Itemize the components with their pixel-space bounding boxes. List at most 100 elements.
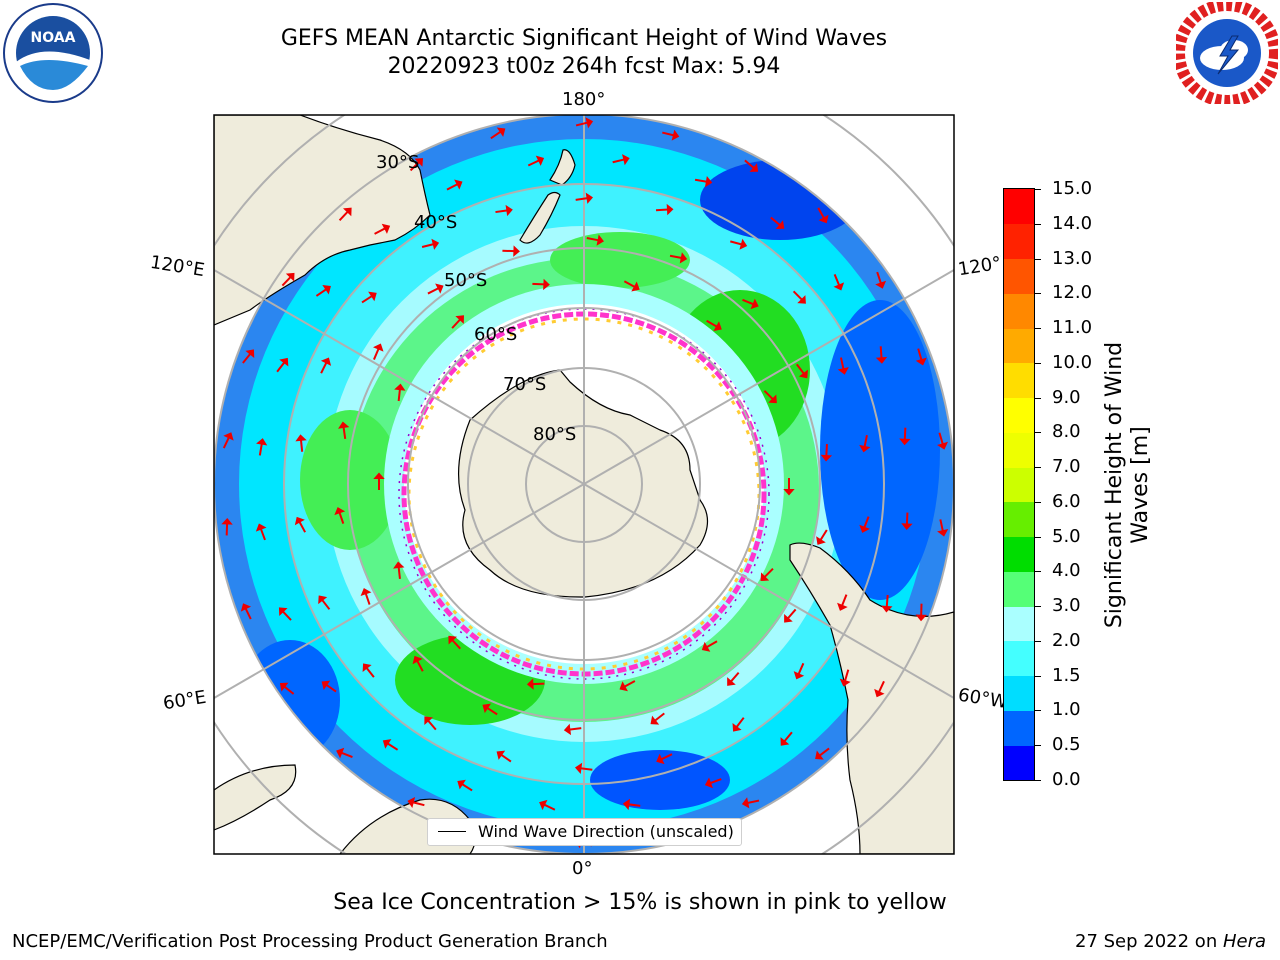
colorbar-tick-label: 3.0 [1052, 595, 1081, 617]
wave-arrow-head [496, 750, 506, 760]
colorbar-segment [1004, 467, 1034, 503]
colorbar-tick [1034, 328, 1041, 330]
colorbar-segment [1004, 328, 1034, 364]
wave-arrow-head [631, 281, 640, 292]
colorbar-segment [1004, 189, 1034, 225]
wave-arrow-shaft [763, 568, 774, 578]
wave-arrow-head [837, 367, 849, 375]
wave-arrow-shaft [843, 669, 850, 682]
wave-arrow-head [285, 272, 295, 282]
colorbar-tick [1034, 710, 1041, 712]
colorbar-tick [1034, 293, 1041, 295]
colorbar-tick-label: 1.0 [1052, 699, 1081, 721]
wave-arrow-shaft [825, 443, 828, 457]
wave-arrow-shaft [374, 227, 386, 235]
wave-arrow-shaft [694, 178, 708, 183]
wave-arrow-head [780, 737, 790, 746]
wave-arrow-shaft [397, 566, 401, 580]
wave-arrow-head [875, 280, 887, 289]
colorbar-segments [1004, 189, 1034, 781]
colorbar-tick [1034, 467, 1041, 469]
wave-arrow-shaft [628, 803, 641, 807]
wave-arrow-head [279, 357, 289, 367]
wave-arrow-head [666, 203, 674, 216]
wave-arrow-shaft [669, 254, 682, 260]
wave-arrow-shaft [451, 639, 461, 650]
wave-arrow-shaft [839, 357, 845, 370]
wave-arrow-shaft [706, 319, 718, 328]
wave-arrow-shaft [660, 753, 673, 761]
wave-arrow-head [874, 688, 885, 698]
wave-arrow-shaft [532, 282, 545, 286]
wave-arrow-head [505, 204, 513, 217]
wave-arrow-shaft [905, 512, 909, 525]
wave-arrow-shaft [655, 208, 669, 212]
wave-arrow-head [815, 750, 824, 760]
wave-arrow-shaft [938, 432, 944, 445]
map-legend: Wind Wave Direction (unscaled) [427, 818, 742, 846]
colorbar-segment [1004, 675, 1034, 711]
footer-date: 27 Sep 2022 on Hera [1075, 931, 1266, 952]
nws-logo [1176, 2, 1278, 104]
wave-arrow-shaft [612, 158, 625, 164]
wave-arrow-shaft [863, 434, 868, 448]
wave-arrow-head [343, 207, 352, 217]
noaa-logo-text: NOAA [31, 30, 76, 46]
colorbar-tick-label: 1.5 [1052, 664, 1081, 686]
wave-arrow-shaft [338, 511, 345, 524]
wave-arrow-shaft [730, 240, 743, 246]
wave-arrow-head [727, 677, 736, 686]
wave-arrow-shaft [325, 683, 337, 693]
colorbar-tick-label: 14.0 [1052, 212, 1093, 234]
wave-arrow-shaft [495, 209, 508, 214]
lat-label-80s: 80°S [533, 424, 577, 445]
wave-arrow-head [431, 238, 440, 250]
lon-label-top: 180° [562, 89, 606, 110]
polar-map [213, 114, 955, 855]
colorbar-tick-label: 0.5 [1052, 734, 1081, 756]
wave-arrow-shaft [298, 521, 307, 533]
wave-arrow-shaft [939, 519, 944, 532]
colorbar-tick [1034, 571, 1041, 573]
footer-machine: Hera [1222, 931, 1266, 952]
wave-arrow-shaft [244, 607, 252, 620]
wave-arrow-shaft [863, 516, 870, 529]
colorbar-segment [1004, 536, 1034, 572]
wave-arrow-shaft [342, 426, 347, 440]
wave-arrow-head [839, 678, 851, 687]
wave-arrow-shaft [662, 131, 675, 137]
colorbar-tick [1034, 432, 1041, 434]
wave-arrow-shaft [623, 680, 636, 688]
wave-arrow-shaft [787, 608, 797, 620]
wave-arrow-shaft [580, 767, 593, 771]
wave-arrow-head [881, 605, 893, 613]
wave-arrow-head [455, 315, 465, 324]
wave-arrow-shaft [321, 599, 331, 610]
wave-arrow-head [671, 129, 680, 141]
wave-arrow-head [496, 127, 506, 137]
wave-arrow-head [732, 722, 742, 732]
colorbar-tick-label: 5.0 [1052, 525, 1081, 547]
colorbar-tick [1034, 189, 1041, 190]
lon-label-bottom: 0° [572, 858, 593, 879]
wave-arrow-head [619, 681, 628, 692]
wave-arrow-head [704, 175, 713, 188]
wave-arrow-head [424, 716, 434, 725]
wave-arrow-head [336, 747, 345, 759]
colorbar-segment [1004, 397, 1034, 433]
wave-arrow-shaft [833, 273, 841, 286]
colorbar-tick [1034, 397, 1041, 399]
colorbar-tick [1034, 258, 1041, 260]
wave-arrow-head [901, 523, 913, 531]
wave-arrow-head [245, 349, 255, 359]
wave-arrow-head [833, 282, 845, 291]
wave-arrow-shaft [446, 183, 459, 191]
wave-arrow-shaft [876, 271, 882, 284]
colorbar-tick [1034, 675, 1041, 677]
wave-arrow-shaft [258, 443, 263, 456]
wave-arrow-shaft [259, 528, 266, 541]
lat-label-30s: 30°S [376, 152, 420, 173]
wave-arrow-shaft [276, 361, 286, 373]
wave-arrow-head [750, 298, 759, 310]
wave-arrow-head [320, 357, 332, 366]
